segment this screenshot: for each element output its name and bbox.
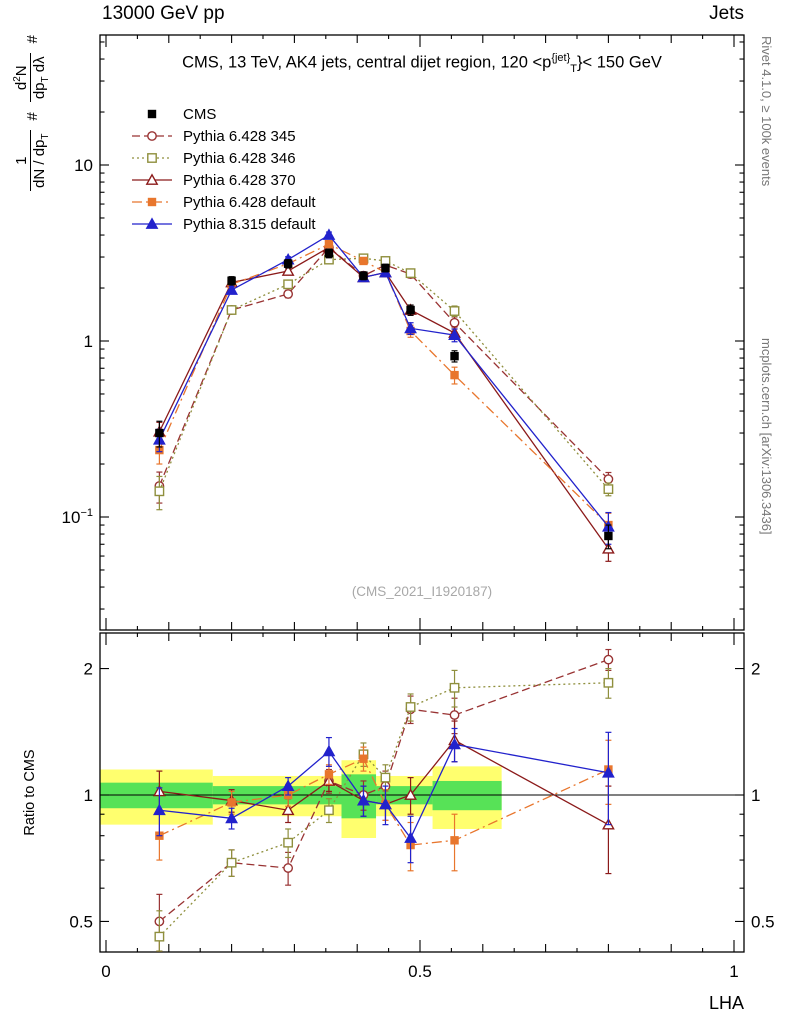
den-text-b: dλ [31,56,49,77]
plot-title-text-end: }< 150 GeV [577,53,662,72]
svg-text:10−1: 10−1 [62,507,93,527]
svg-text:1: 1 [84,786,93,805]
num-text: d [13,81,31,91]
legend-item-pythia-6-428-370: Pythia 6.428 370 [130,169,316,191]
svg-text:2: 2 [84,660,93,679]
legend-label: Pythia 8.315 default [183,215,316,233]
num-text-b: N [13,65,31,77]
ratio-uncertainty-bands [100,760,744,838]
svg-text:2: 2 [751,660,760,679]
legend-label: Pythia 6.428 370 [183,171,296,189]
pt-subscript: T [570,62,578,75]
svg-text:0.5: 0.5 [751,912,775,931]
legend-marker-pythia-6-428-370 [132,173,172,185]
num-sup: 2 [12,76,24,82]
fraction-numerator: d2N [12,62,30,93]
legend-item-cms: CMS [130,103,316,125]
legend-item-pythia-6-428-346: Pythia 6.428 346 [130,147,316,169]
fraction-numerator: 1 [12,156,30,165]
svg-text:1: 1 [729,962,738,981]
mcplots-attribution-note: mcplots.cern.ch [arXiv:1306.3436] [759,338,774,535]
legend-marker-pythia-8-315-default [132,217,172,229]
svg-text:10: 10 [74,156,93,175]
ratio-axis-label: Ratio to CMS [22,749,38,836]
panel-frames [99,34,745,953]
svg-text:0.5: 0.5 [408,962,432,981]
svg-text:0: 0 [101,962,110,981]
axis-tick-labels: 10 1 10−1 2 2 1 1 0.5 0.5 0 0.5 1 [62,156,775,981]
fraction-denominator: dN / dpT [29,130,52,191]
den-sub: T [39,133,51,140]
series-cms [155,248,613,550]
legend-marker-pythia-6-428-default [132,197,172,207]
legend: CMS Pythia 6.428 345 Pythia 6.428 346 Pythi… [130,103,316,235]
plot-title: CMS, 13 TeV, AK4 jets, central dijet reg… [100,52,744,75]
axis-ticks [100,35,744,952]
fraction-denominator: dpT dλ [30,53,52,103]
hash-symbol: # [23,35,41,44]
legend-item-pythia-6-428-345: Pythia 6.428 345 [130,125,316,147]
series-pythia-8-315-default [152,228,615,864]
legend-label: Pythia 6.428 346 [183,149,296,167]
svg-text:1: 1 [751,786,760,805]
x-axis-label: LHA [708,993,744,1013]
legend-marker-pythia-6-428-346 [132,153,172,163]
y-label-fraction-1: 1 dN / dpT [12,130,52,191]
legend-label: Pythia 6.428 345 [183,127,296,145]
legend-label: Pythia 6.428 default [183,193,316,211]
den-text: dN / dp [30,139,48,188]
beam-energy-label: 13000 GeV pp [102,3,225,24]
analysis-id-watermark: (CMS_2021_I1920187) [351,584,493,599]
series-pythia-6-428-346 [154,253,614,952]
svg-text:1: 1 [84,332,93,351]
hash-symbol: # [23,112,41,121]
plot-title-text: CMS, 13 TeV, AK4 jets, central dijet reg… [182,53,543,72]
legend-label: CMS [183,105,217,123]
pt-superscript: {jet} [551,52,571,64]
y-axis-label: 1 dN / dpT # d2N dpT dλ # [2,35,62,265]
den-sub: T [40,76,52,83]
pt-symbol: p [542,53,552,72]
legend-marker-cms [147,109,157,119]
y-label-fraction-2: d2N dpT dλ [12,53,52,103]
legend-item-pythia-6-428-default: Pythia 6.428 default [130,191,316,213]
process-label: Jets [709,3,744,24]
rivet-version-note: Rivet 4.1.0, ≥ 100k events [759,36,774,187]
den-text: dp [31,82,49,100]
legend-item-pythia-8-315-default: Pythia 8.315 default [130,213,316,235]
svg-text:0.5: 0.5 [69,912,93,931]
legend-marker-pythia-6-428-345 [132,131,172,141]
